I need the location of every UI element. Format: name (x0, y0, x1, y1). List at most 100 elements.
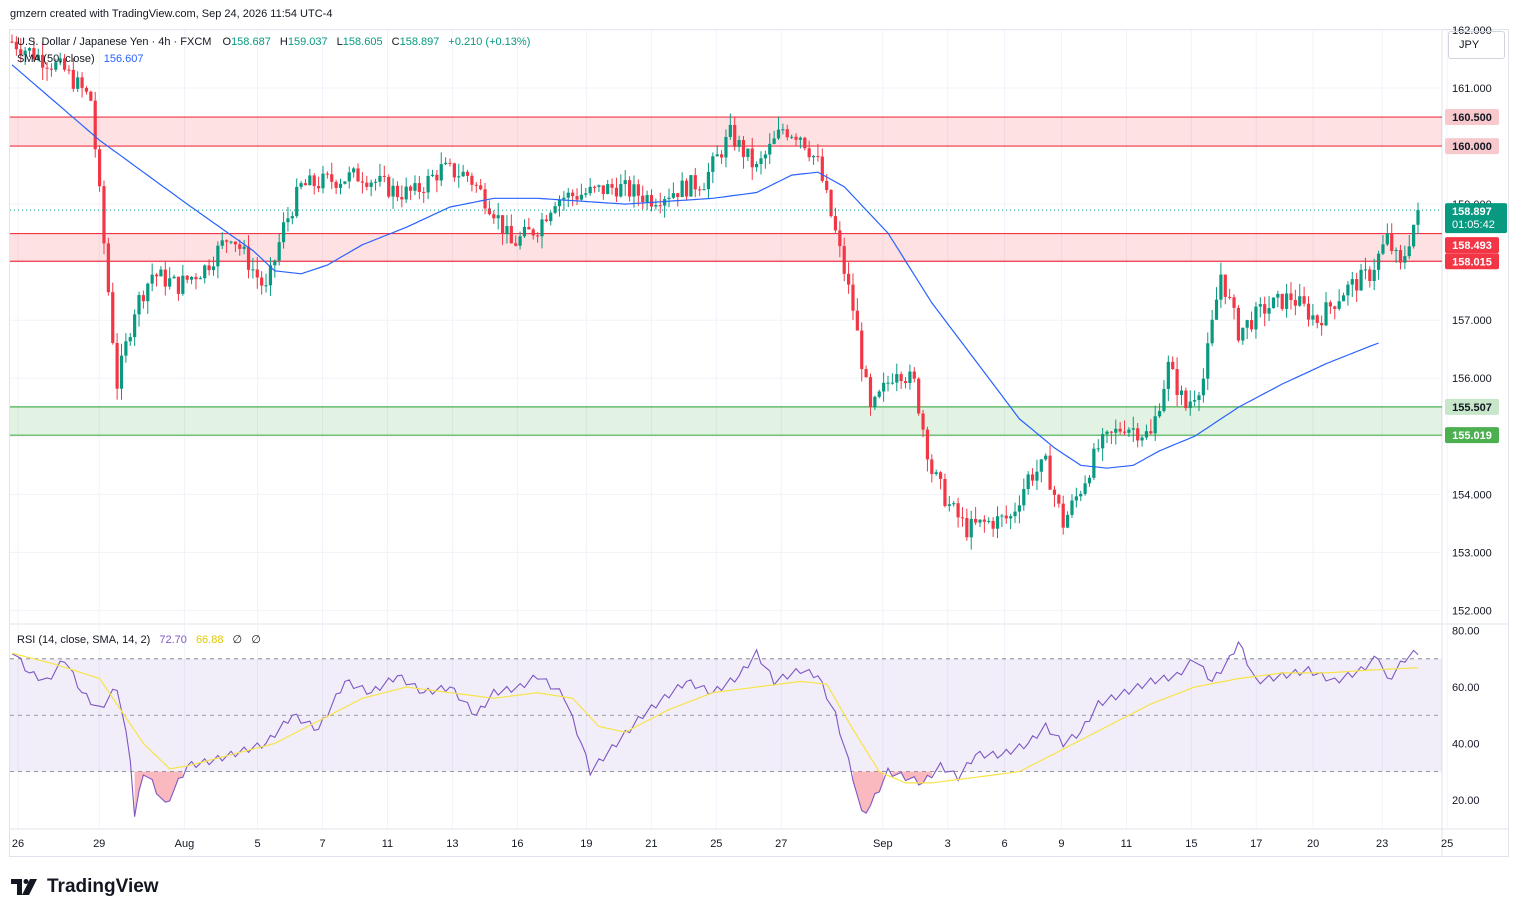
candle-body (1236, 307, 1241, 341)
low-value: 158.605 (342, 36, 383, 48)
candle-body (1179, 390, 1184, 396)
candle-body (1416, 210, 1420, 225)
candle-body (84, 87, 89, 92)
candle-body (921, 413, 925, 430)
sma-layer (10, 64, 1442, 469)
candle-body (684, 180, 689, 197)
tag-r2-top-bg (1445, 109, 1499, 126)
candle-body (1363, 269, 1368, 271)
candle-body (1372, 269, 1376, 282)
candle-body (987, 520, 991, 522)
candle-body (930, 459, 934, 475)
tag-r1-top-bg (1445, 237, 1499, 254)
candle-body (1074, 496, 1078, 501)
candle-body (1267, 308, 1271, 314)
candle-body (588, 186, 592, 194)
candle-body (549, 212, 553, 222)
resistance-zone (10, 233, 1442, 262)
candle-body (1157, 411, 1162, 417)
candle-body (211, 266, 216, 271)
candle-body (1302, 296, 1306, 304)
currency-selector[interactable]: JPY (1448, 31, 1505, 59)
candle-body (1394, 250, 1398, 252)
candle-body (536, 235, 540, 237)
tag-s1-bottom: 155.019 (1452, 430, 1492, 442)
current-price-tag: 158.897 (1452, 206, 1492, 218)
x-tick-label: 25 (710, 838, 722, 850)
rsi-oversold-fill (853, 771, 884, 814)
candle-body (176, 276, 181, 294)
symbol-title: U.S. Dollar / Japanese Yen · 4h · FXCM (17, 36, 212, 48)
rsi-sma-line (11, 652, 1419, 784)
candle-body (181, 275, 185, 294)
low-label: L (336, 36, 343, 48)
candle-body (1079, 493, 1083, 497)
candle-body (487, 208, 492, 215)
candle-body (632, 184, 636, 197)
candle-body (693, 175, 697, 190)
candle-body (1210, 319, 1214, 344)
candle-body (1407, 246, 1411, 257)
close-label: C (391, 36, 400, 48)
candle-body (343, 181, 347, 184)
rsi-label: RSI (14, close, SMA, 14, 2) (17, 634, 151, 646)
candle-body (733, 124, 737, 147)
candle-body (238, 244, 242, 249)
candle-body (1206, 343, 1210, 379)
tag-r1-bottom-bg (1445, 253, 1499, 270)
x-tick-label: 27 (775, 838, 787, 850)
candle-body (1184, 390, 1188, 409)
candle-body (903, 381, 908, 384)
candle-body (943, 478, 947, 506)
candle-body (1390, 233, 1394, 251)
candle-body (268, 265, 273, 286)
candle-body (1188, 401, 1192, 409)
rsi-extra-2: ∅ (251, 634, 261, 646)
candle-body (260, 277, 264, 286)
candle-body (1193, 400, 1197, 402)
candle-body (1035, 471, 1039, 481)
x-tick-label: 3 (945, 838, 951, 850)
candle-body (1052, 489, 1057, 495)
candle-body (41, 54, 45, 68)
candle-body (426, 175, 430, 193)
candle-body (1122, 431, 1127, 433)
candle-body (715, 154, 719, 157)
x-tick-label: 15 (1185, 838, 1197, 850)
candle-body (807, 148, 811, 158)
candle-body (1214, 299, 1219, 320)
candle-body (623, 180, 627, 185)
rsi-tick-label: 80.00 (1452, 626, 1480, 638)
candles-layer (10, 34, 1420, 550)
candle-body (1175, 369, 1179, 396)
candle-body (1249, 320, 1254, 330)
price-tick-label: 154.000 (1452, 489, 1492, 501)
candle-body (1109, 431, 1113, 433)
candle-body (338, 183, 343, 188)
candle-body (1118, 428, 1122, 432)
candle-body (1197, 395, 1201, 401)
candle-body (960, 517, 965, 519)
candle-body (667, 197, 671, 200)
candle-body (882, 382, 886, 392)
candle-body (391, 185, 395, 197)
candle-body (702, 189, 706, 191)
candle-body (154, 274, 159, 277)
candle-body (1166, 361, 1170, 389)
candle-body (479, 185, 483, 190)
candle-body (58, 58, 62, 63)
candle-body (1293, 300, 1297, 306)
candle-body (1153, 416, 1157, 434)
candle-body (1162, 388, 1166, 412)
candle-body (1149, 431, 1153, 434)
candle-body (444, 162, 448, 165)
candle-body (825, 180, 829, 190)
candle-body (1228, 296, 1232, 298)
price-tick-label: 152.000 (1452, 605, 1492, 617)
tag-r2-top: 160.500 (1452, 112, 1492, 124)
candle-body (1013, 511, 1017, 517)
candle-body (1298, 296, 1302, 306)
candle-body (698, 189, 702, 191)
tradingview-logo[interactable]: TradingView (11, 876, 159, 898)
